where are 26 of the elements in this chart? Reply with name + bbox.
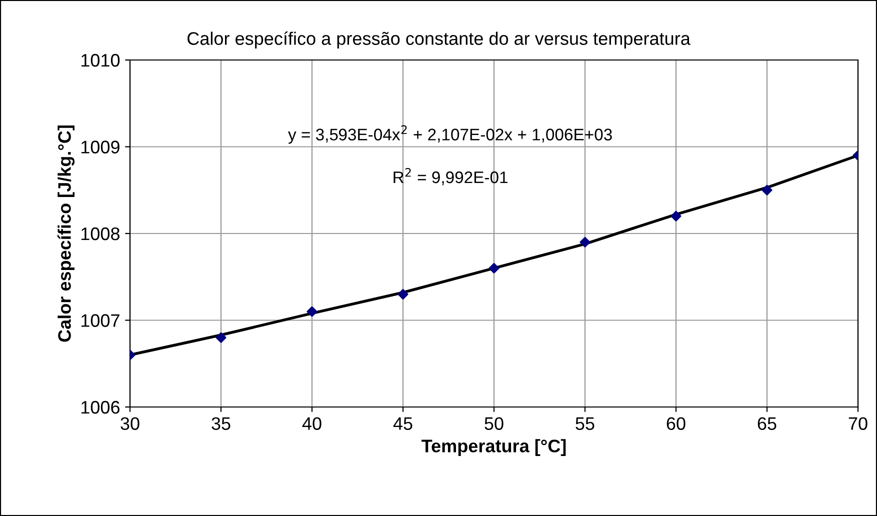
point (306, 306, 318, 317)
y-tick-label: 1007 (81, 314, 120, 327)
annotation: y = 3,593E-04x$^{2}$ + 2,107E-02x + 1,006E+03 (288, 125, 612, 144)
x-tick-label: 60 (666, 417, 686, 430)
y-tick-label: 1008 (81, 227, 120, 240)
y-tick-label: 1009 (81, 140, 120, 154)
y-axis-title: Calor específico [J/kg.°C] (57, 126, 75, 342)
x-tick-label: 30 (120, 417, 140, 430)
point (762, 184, 772, 196)
x-tick-label: 65 (758, 417, 776, 430)
chart-title: Calor específico a pressão constante do ar versus temperatura (188, 31, 690, 49)
point (670, 210, 682, 222)
point (216, 332, 226, 343)
x-tick-label: 50 (484, 417, 504, 430)
y-tick-label: 1010 (81, 54, 120, 67)
x-tick-label: 35 (212, 417, 230, 430)
x-tick-label: 70 (848, 417, 868, 430)
x-tick-label: 40 (302, 417, 322, 430)
point (488, 262, 500, 274)
x-axis-title: Temperatura [°C] (422, 439, 566, 456)
y-tick-label: 1006 (81, 400, 120, 414)
point (398, 288, 408, 300)
point (580, 236, 590, 248)
x-tick-label: 45 (393, 417, 412, 430)
x-tick-label: 55 (576, 417, 594, 430)
annotation: R$^{2}$ = 9,992E-01 (394, 168, 508, 186)
